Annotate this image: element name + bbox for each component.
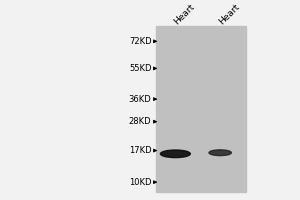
Text: 17KD: 17KD — [129, 146, 152, 155]
Text: 10KD: 10KD — [129, 178, 152, 187]
Ellipse shape — [160, 150, 190, 158]
Text: 55KD: 55KD — [129, 64, 152, 73]
Text: Heart: Heart — [172, 2, 197, 26]
Text: 72KD: 72KD — [129, 37, 152, 46]
Text: 36KD: 36KD — [129, 95, 152, 104]
Text: 28KD: 28KD — [129, 117, 152, 126]
Text: Heart: Heart — [217, 2, 242, 26]
Bar — [156, 26, 246, 192]
Ellipse shape — [209, 150, 231, 156]
